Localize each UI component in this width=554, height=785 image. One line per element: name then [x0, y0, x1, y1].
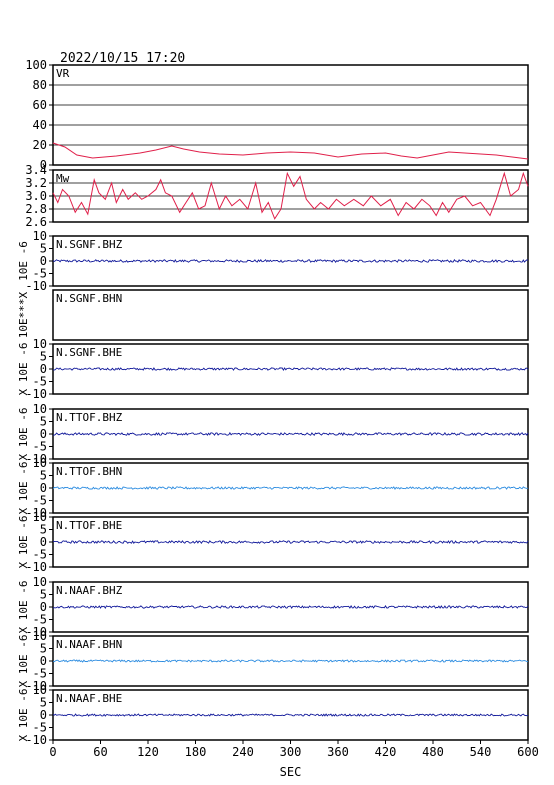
ytick-label-sgnf-bhe-0: 0 — [40, 362, 47, 376]
panel-label-ttof-bhe: N.TTOF.BHE — [56, 519, 122, 532]
xtick-label-180: 180 — [185, 745, 207, 759]
ytick-label-vr-40: 40 — [33, 118, 47, 132]
ytick-label-naaf-bhz--5: -5 — [33, 613, 47, 627]
ytick-label-mw-3.2: 3.2 — [25, 176, 47, 190]
ytick-label-naaf-bhz--10: -10 — [25, 625, 47, 639]
ytick-label-naaf-bhe--5: -5 — [33, 721, 47, 735]
ytick-label-sgnf-bhe-10: 10 — [33, 337, 47, 351]
ylabel-sgnf-bhe: X 10E -6 — [17, 343, 30, 396]
trace-naaf-bhn — [52, 659, 529, 663]
ytick-label-naaf-bhn-0: 0 — [40, 654, 47, 668]
ylabel-ttof-bhe: X 10E -6 — [17, 516, 30, 569]
ytick-label-sgnf-bhz-10: 10 — [33, 229, 47, 243]
ytick-label-vr-60: 60 — [33, 98, 47, 112]
ytick-label-naaf-bhn--10: -10 — [25, 679, 47, 693]
ytick-label-naaf-bhn-5: 5 — [40, 642, 47, 656]
ytick-label-mw-3.0: 3.0 — [25, 189, 47, 203]
ytick-label-ttof-bhz--10: -10 — [25, 452, 47, 466]
ylabel-sgnf-bhn: 10E***X — [17, 291, 30, 338]
ytick-label-ttof-bhe-0: 0 — [40, 535, 47, 549]
ytick-label-naaf-bhz-10: 10 — [33, 575, 47, 589]
ytick-label-naaf-bhz-0: 0 — [40, 600, 47, 614]
xtick-label-540: 540 — [470, 745, 492, 759]
ytick-label-naaf-bhe-0: 0 — [40, 708, 47, 722]
trace-naaf-bhe — [52, 713, 529, 717]
panel-label-vr: VR — [56, 67, 70, 80]
ytick-label-sgnf-bhz-0: 0 — [40, 254, 47, 268]
ytick-label-naaf-bhn-10: 10 — [33, 629, 47, 643]
xtick-label-240: 240 — [232, 745, 254, 759]
ytick-label-mw-3.4: 3.4 — [25, 163, 47, 177]
ylabel-ttof-bhz: X 10E -6 — [17, 408, 30, 461]
ytick-label-sgnf-bhe--10: -10 — [25, 387, 47, 401]
panel-label-ttof-bhz: N.TTOF.BHZ — [56, 411, 123, 424]
ytick-label-naaf-bhe--10: -10 — [25, 733, 47, 747]
xtick-label-600: 600 — [517, 745, 539, 759]
series-line-mw — [52, 171, 529, 220]
xtick-label-120: 120 — [137, 745, 159, 759]
xtick-label-300: 300 — [280, 745, 302, 759]
panel-frame-sgnf-bhn — [52, 289, 529, 341]
ytick-label-sgnf-bhe--5: -5 — [33, 375, 47, 389]
ylabel-sgnf-bhz: 10E -6 — [17, 241, 30, 281]
ytick-label-naaf-bhz-5: 5 — [40, 588, 47, 602]
ytick-label-naaf-bhe-10: 10 — [33, 683, 47, 697]
ytick-label-sgnf-bhz--10: -10 — [25, 279, 47, 293]
ytick-label-ttof-bhn--10: -10 — [25, 506, 47, 520]
ylabel-naaf-bhn: X 10E -6 — [17, 635, 30, 688]
ytick-label-sgnf-bhe-5: 5 — [40, 350, 47, 364]
ylabel-naaf-bhz: X 10E -6 — [17, 581, 30, 634]
ytick-label-vr-0: 0 — [40, 158, 47, 172]
trace-ttof-bhz — [52, 431, 529, 437]
ytick-label-naaf-bhn--5: -5 — [33, 667, 47, 681]
panel-label-sgnf-bhe: N.SGNF.BHE — [56, 346, 122, 359]
xtick-label-60: 60 — [93, 745, 107, 759]
panel-label-naaf-bhn: N.NAAF.BHN — [56, 638, 122, 651]
panel-label-naaf-bhe: N.NAAF.BHE — [56, 692, 122, 705]
ytick-label-ttof-bhz-0: 0 — [40, 427, 47, 441]
ytick-label-vr-100: 100 — [25, 58, 47, 72]
ytick-label-sgnf-bhz--5: -5 — [33, 267, 47, 281]
chart-timestamp: 2022/10/15 17:20 — [60, 51, 185, 66]
ylabel-ttof-bhn: X 10E -6 — [17, 462, 30, 515]
ytick-label-ttof-bhz--5: -5 — [33, 440, 47, 454]
trace-sgnf-bhz — [52, 258, 529, 263]
ytick-label-ttof-bhe-5: 5 — [40, 523, 47, 537]
ytick-label-vr-20: 20 — [33, 138, 47, 152]
panel-frame-vr — [52, 64, 529, 166]
ytick-label-mw-2.6: 2.6 — [25, 215, 47, 229]
xtick-label-480: 480 — [422, 745, 444, 759]
panel-frame-naaf-bhz — [52, 581, 529, 633]
ytick-label-vr-80: 80 — [33, 78, 47, 92]
ytick-label-mw-2.8: 2.8 — [25, 202, 47, 216]
ytick-label-naaf-bhe-5: 5 — [40, 696, 47, 710]
xtick-label-0: 0 — [49, 745, 56, 759]
ytick-label-ttof-bhn-10: 10 — [33, 456, 47, 470]
ylabel-naaf-bhe: X 10E -6 — [17, 689, 30, 742]
panel-label-naaf-bhz: N.NAAF.BHZ — [56, 584, 123, 597]
panel-label-ttof-bhn: N.TTOF.BHN — [56, 465, 122, 478]
trace-ttof-bhn — [52, 486, 529, 490]
trace-ttof-bhe — [52, 539, 529, 545]
panel-label-mw: Mw — [56, 172, 70, 185]
x-axis-label: SEC — [280, 765, 302, 779]
trace-sgnf-bhe — [52, 367, 529, 372]
ytick-label-ttof-bhn-5: 5 — [40, 469, 47, 483]
ytick-label-ttof-bhn-0: 0 — [40, 481, 47, 495]
ytick-label-ttof-bhz-5: 5 — [40, 415, 47, 429]
xtick-label-360: 360 — [327, 745, 349, 759]
panel-label-sgnf-bhn: N.SGNF.BHN — [56, 292, 122, 305]
xtick-label-420: 420 — [375, 745, 397, 759]
ytick-label-ttof-bhz-10: 10 — [33, 402, 47, 416]
panel-label-sgnf-bhz: N.SGNF.BHZ — [56, 238, 123, 251]
ytick-label-ttof-bhe-10: 10 — [33, 510, 47, 524]
ytick-label-ttof-bhe--5: -5 — [33, 548, 47, 562]
series-line-vr — [52, 142, 529, 160]
ytick-label-ttof-bhe--10: -10 — [25, 560, 47, 574]
ytick-label-sgnf-bhz-5: 5 — [40, 242, 47, 256]
trace-naaf-bhz — [52, 605, 529, 609]
ytick-label-ttof-bhn--5: -5 — [33, 494, 47, 508]
